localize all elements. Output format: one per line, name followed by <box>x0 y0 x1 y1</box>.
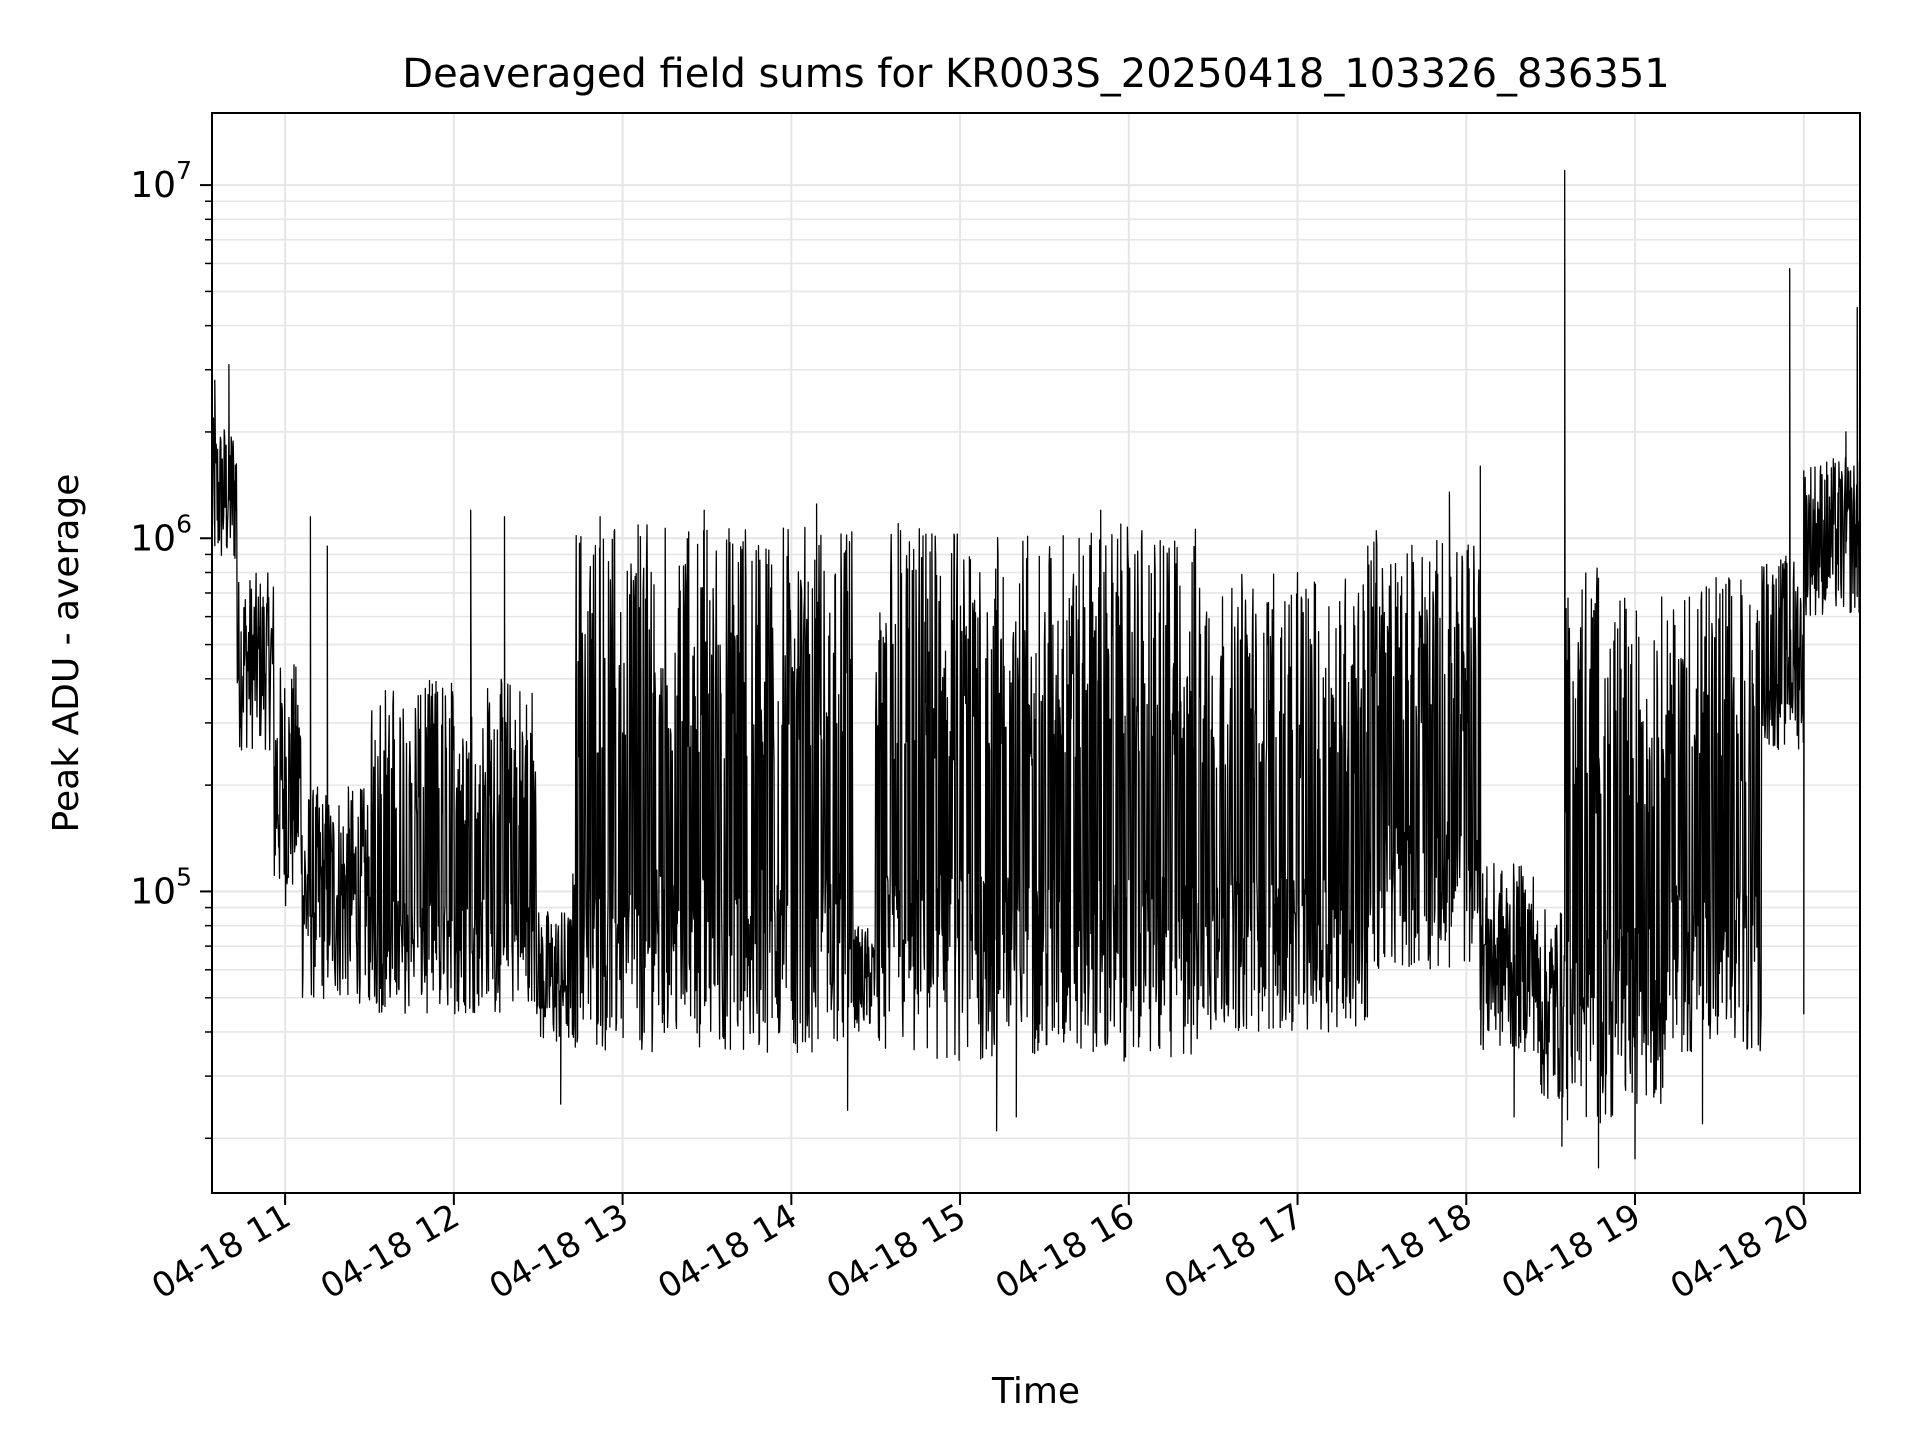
y-tick-label: 106 <box>130 509 192 559</box>
y-tick-label: 105 <box>130 862 192 912</box>
series-line <box>211 169 1861 1169</box>
y-axis: 105 106 107 <box>130 156 212 1140</box>
y-axis-label: Peak ADU - average <box>46 474 87 833</box>
data-series <box>211 169 1861 1169</box>
chart-title: Deaveraged field sums for KR003S_2025041… <box>402 51 1669 97</box>
x-axis-label: Time <box>991 1371 1080 1412</box>
y-tick-label: 107 <box>130 156 192 206</box>
plot-frame <box>211 112 1861 1194</box>
